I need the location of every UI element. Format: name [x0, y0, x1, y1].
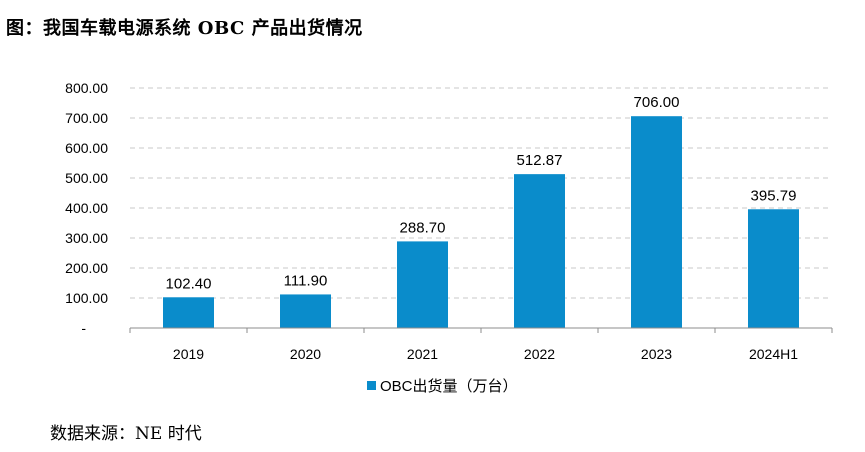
y-tick-label: 400.00 — [65, 200, 108, 216]
legend-swatch — [367, 381, 376, 390]
gridlines — [130, 87, 832, 299]
y-tick-label: 200.00 — [65, 260, 108, 276]
x-tick-label: 2020 — [290, 346, 321, 362]
x-axis: 2019 2020 2021 2022 2023 2024H1 — [129, 327, 833, 362]
data-labels: 102.40 111.90 288.70 512.87 706.00 395.79 — [166, 94, 797, 292]
bar-2022 — [514, 174, 565, 328]
x-tick-label: 2021 — [407, 346, 438, 362]
y-tick-label: 500.00 — [65, 170, 108, 186]
x-tick-label: 2022 — [524, 346, 555, 362]
bar-2019 — [163, 297, 214, 328]
x-tick-label: 2023 — [641, 346, 672, 362]
y-tick-label: 700.00 — [65, 110, 108, 126]
bar-2024h1 — [748, 209, 799, 328]
data-label: 288.70 — [400, 219, 446, 236]
y-axis: - 100.00 200.00 300.00 400.00 500.00 600.00 700… — [65, 80, 108, 336]
chart-title: 图：我国车载电源系统 OBC 产品出货情况 — [6, 18, 363, 39]
bar-2021 — [397, 241, 448, 328]
y-tick-label: 600.00 — [65, 140, 108, 156]
y-tick-label: 300.00 — [65, 230, 108, 246]
bar-2020 — [280, 294, 331, 328]
data-label: 395.79 — [751, 187, 797, 204]
data-label: 102.40 — [166, 275, 212, 292]
legend-label: OBC出货量（万台） — [380, 378, 518, 395]
data-label: 706.00 — [634, 94, 680, 111]
bars — [163, 116, 799, 328]
y-tick-label: - — [81, 320, 86, 336]
x-tick-label: 2024H1 — [749, 346, 798, 362]
legend: OBC出货量（万台） — [367, 378, 518, 395]
source-note: 数据来源：NE 时代 — [50, 424, 202, 444]
bar-2023 — [631, 116, 682, 328]
y-tick-label: 800.00 — [65, 80, 108, 96]
data-label: 512.87 — [517, 152, 563, 169]
y-tick-label: 100.00 — [65, 290, 108, 306]
data-label: 111.90 — [284, 272, 328, 289]
x-tick-label: 2019 — [173, 346, 204, 362]
